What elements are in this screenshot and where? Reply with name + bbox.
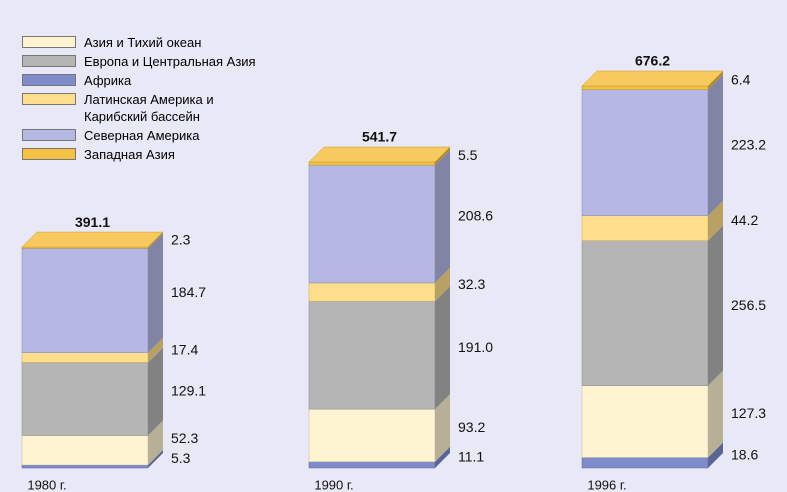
legend-label: Западная Азия [84,147,175,162]
bar-side [435,146,450,166]
legend-swatch [22,55,76,67]
value-label: 52.3 [171,430,198,446]
legend-item: Азия и Тихий океан [22,34,256,51]
legend-item: Латинская Америка и Карибский бассейн [22,91,256,125]
bar-top [581,70,724,87]
value-label: 129.1 [171,383,206,399]
bar-segment [581,89,709,216]
total-label: 391.1 [75,214,110,230]
bar-side [148,450,163,468]
bar-side [435,394,450,462]
bar-segment [21,362,149,436]
bar-side [435,286,450,410]
value-label: 127.3 [731,405,766,421]
bar-segment [581,85,709,90]
legend-label: Африка [84,73,132,88]
value-label: 184.7 [171,284,206,300]
total-label: 676.2 [635,53,670,69]
legend-label: Северная Америка [84,128,200,143]
legend-label: Европа и Центральная Азия [84,54,256,69]
value-label: 208.6 [458,208,493,224]
bar-side [148,233,163,353]
value-label: 44.2 [731,212,758,228]
legend-label: Азия и Тихий океан [84,35,202,50]
bar-segment [21,464,149,469]
value-label: 6.4 [731,72,751,88]
legend-swatch [22,74,76,86]
value-label: 17.4 [171,341,198,357]
bar-segment [308,408,436,462]
total-label: 541.7 [362,129,397,145]
legend-swatch [22,148,76,160]
legend-item: Африка [22,72,256,89]
bar-side [708,71,723,90]
bar-segment [581,215,709,241]
bar-side [708,74,723,216]
legend-item: Западная Азия [22,146,256,163]
bar-segment [308,164,436,284]
bar-segment [581,240,709,386]
bar-segment [581,457,709,469]
bar-segment [21,248,149,353]
bar-top [21,231,164,248]
bar-side [148,337,163,363]
bar-side [148,347,163,436]
bar-side [148,420,163,466]
bar-side [435,446,450,468]
value-label: 223.2 [731,136,766,152]
bar-segment [308,461,436,469]
bar-side [435,267,450,302]
legend-item: Европа и Центральная Азия [22,53,256,70]
bar-side [708,200,723,241]
bar-segment [581,385,709,458]
value-label: 2.3 [171,231,191,247]
value-label: 32.3 [458,276,485,292]
value-label: 256.5 [731,297,766,313]
x-tick-label: 1980 г. [27,477,66,492]
value-label: 191.0 [458,339,493,355]
bar-side [435,150,450,283]
bar-segment [21,435,149,466]
value-label: 18.6 [731,446,758,462]
legend-label: Латинская Америка и Карибский бассейн [84,92,214,124]
bar-side [708,370,723,458]
bar-segment [308,300,436,410]
bar-segment [308,161,436,166]
bar-segment [308,282,436,302]
bar-segment [21,352,149,363]
value-label: 93.2 [458,419,485,435]
legend-swatch [22,93,76,105]
value-label: 5.3 [171,450,191,466]
bar-side [708,442,723,468]
value-label: 5.5 [458,147,478,163]
bar-top [308,146,451,163]
bar-side [708,225,723,386]
legend-item: Северная Америка [22,127,256,144]
legend: Азия и Тихий океан Европа и Центральная А… [22,34,256,165]
x-tick-label: 1990 г. [314,477,353,492]
legend-swatch [22,129,76,141]
legend-swatch [22,36,76,48]
x-tick-label: 1996 г. [587,477,626,492]
value-label: 11.1 [458,449,484,465]
